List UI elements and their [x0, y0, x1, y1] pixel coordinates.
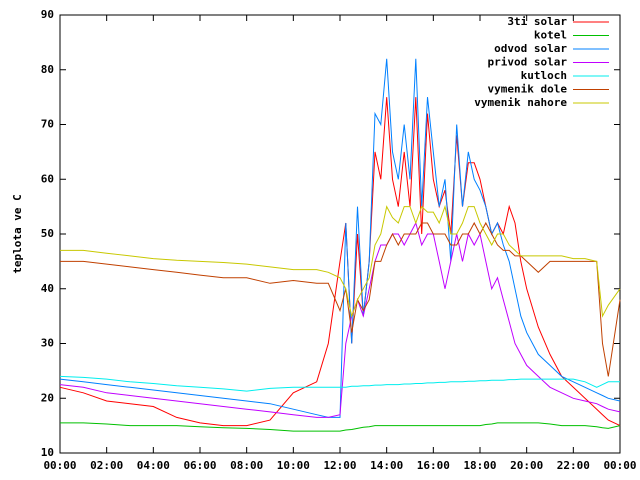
- legend-label: privod solar: [488, 56, 568, 69]
- legend-label: odvod solar: [494, 42, 567, 55]
- x-tick-label: 04:00: [137, 459, 170, 472]
- x-tick-label: 00:00: [603, 459, 636, 472]
- series-line: [59, 375, 620, 392]
- legend-label: 3ti solar: [507, 15, 567, 28]
- y-tick-label: 70: [41, 118, 54, 131]
- y-tick-label: 40: [41, 282, 54, 295]
- series-line: [60, 204, 621, 318]
- y-tick-label: 10: [41, 446, 54, 459]
- legend-label: kotel: [534, 29, 567, 42]
- y-tick-label: 60: [41, 172, 54, 185]
- x-tick-label: 22:00: [557, 459, 590, 472]
- x-tick-label: 00:00: [43, 459, 76, 472]
- y-tick-label: 80: [41, 63, 54, 76]
- y-axis-label: teplota ve C: [11, 194, 24, 273]
- x-tick-label: 10:00: [277, 459, 310, 472]
- series-line: [60, 422, 621, 432]
- legend-label: vymenik dole: [488, 83, 568, 96]
- x-tick-label: 12:00: [323, 459, 356, 472]
- y-tick-label: 30: [41, 337, 54, 350]
- series-line: [60, 221, 621, 377]
- x-tick-label: 02:00: [90, 459, 123, 472]
- series-line: [59, 97, 621, 427]
- x-tick-label: 08:00: [230, 459, 263, 472]
- x-tick-label: 18:00: [463, 459, 496, 472]
- x-tick-label: 14:00: [370, 459, 403, 472]
- legend-label: kutloch: [521, 69, 567, 82]
- series-line: [59, 221, 621, 418]
- x-tick-label: 06:00: [183, 459, 216, 472]
- y-tick-label: 50: [41, 227, 54, 240]
- legend-label: vymenik nahore: [474, 96, 567, 109]
- x-tick-label: 16:00: [417, 459, 450, 472]
- x-tick-label: 20:00: [510, 459, 543, 472]
- y-tick-label: 20: [41, 391, 54, 404]
- series-line: [59, 58, 621, 418]
- y-tick-label: 90: [41, 8, 54, 21]
